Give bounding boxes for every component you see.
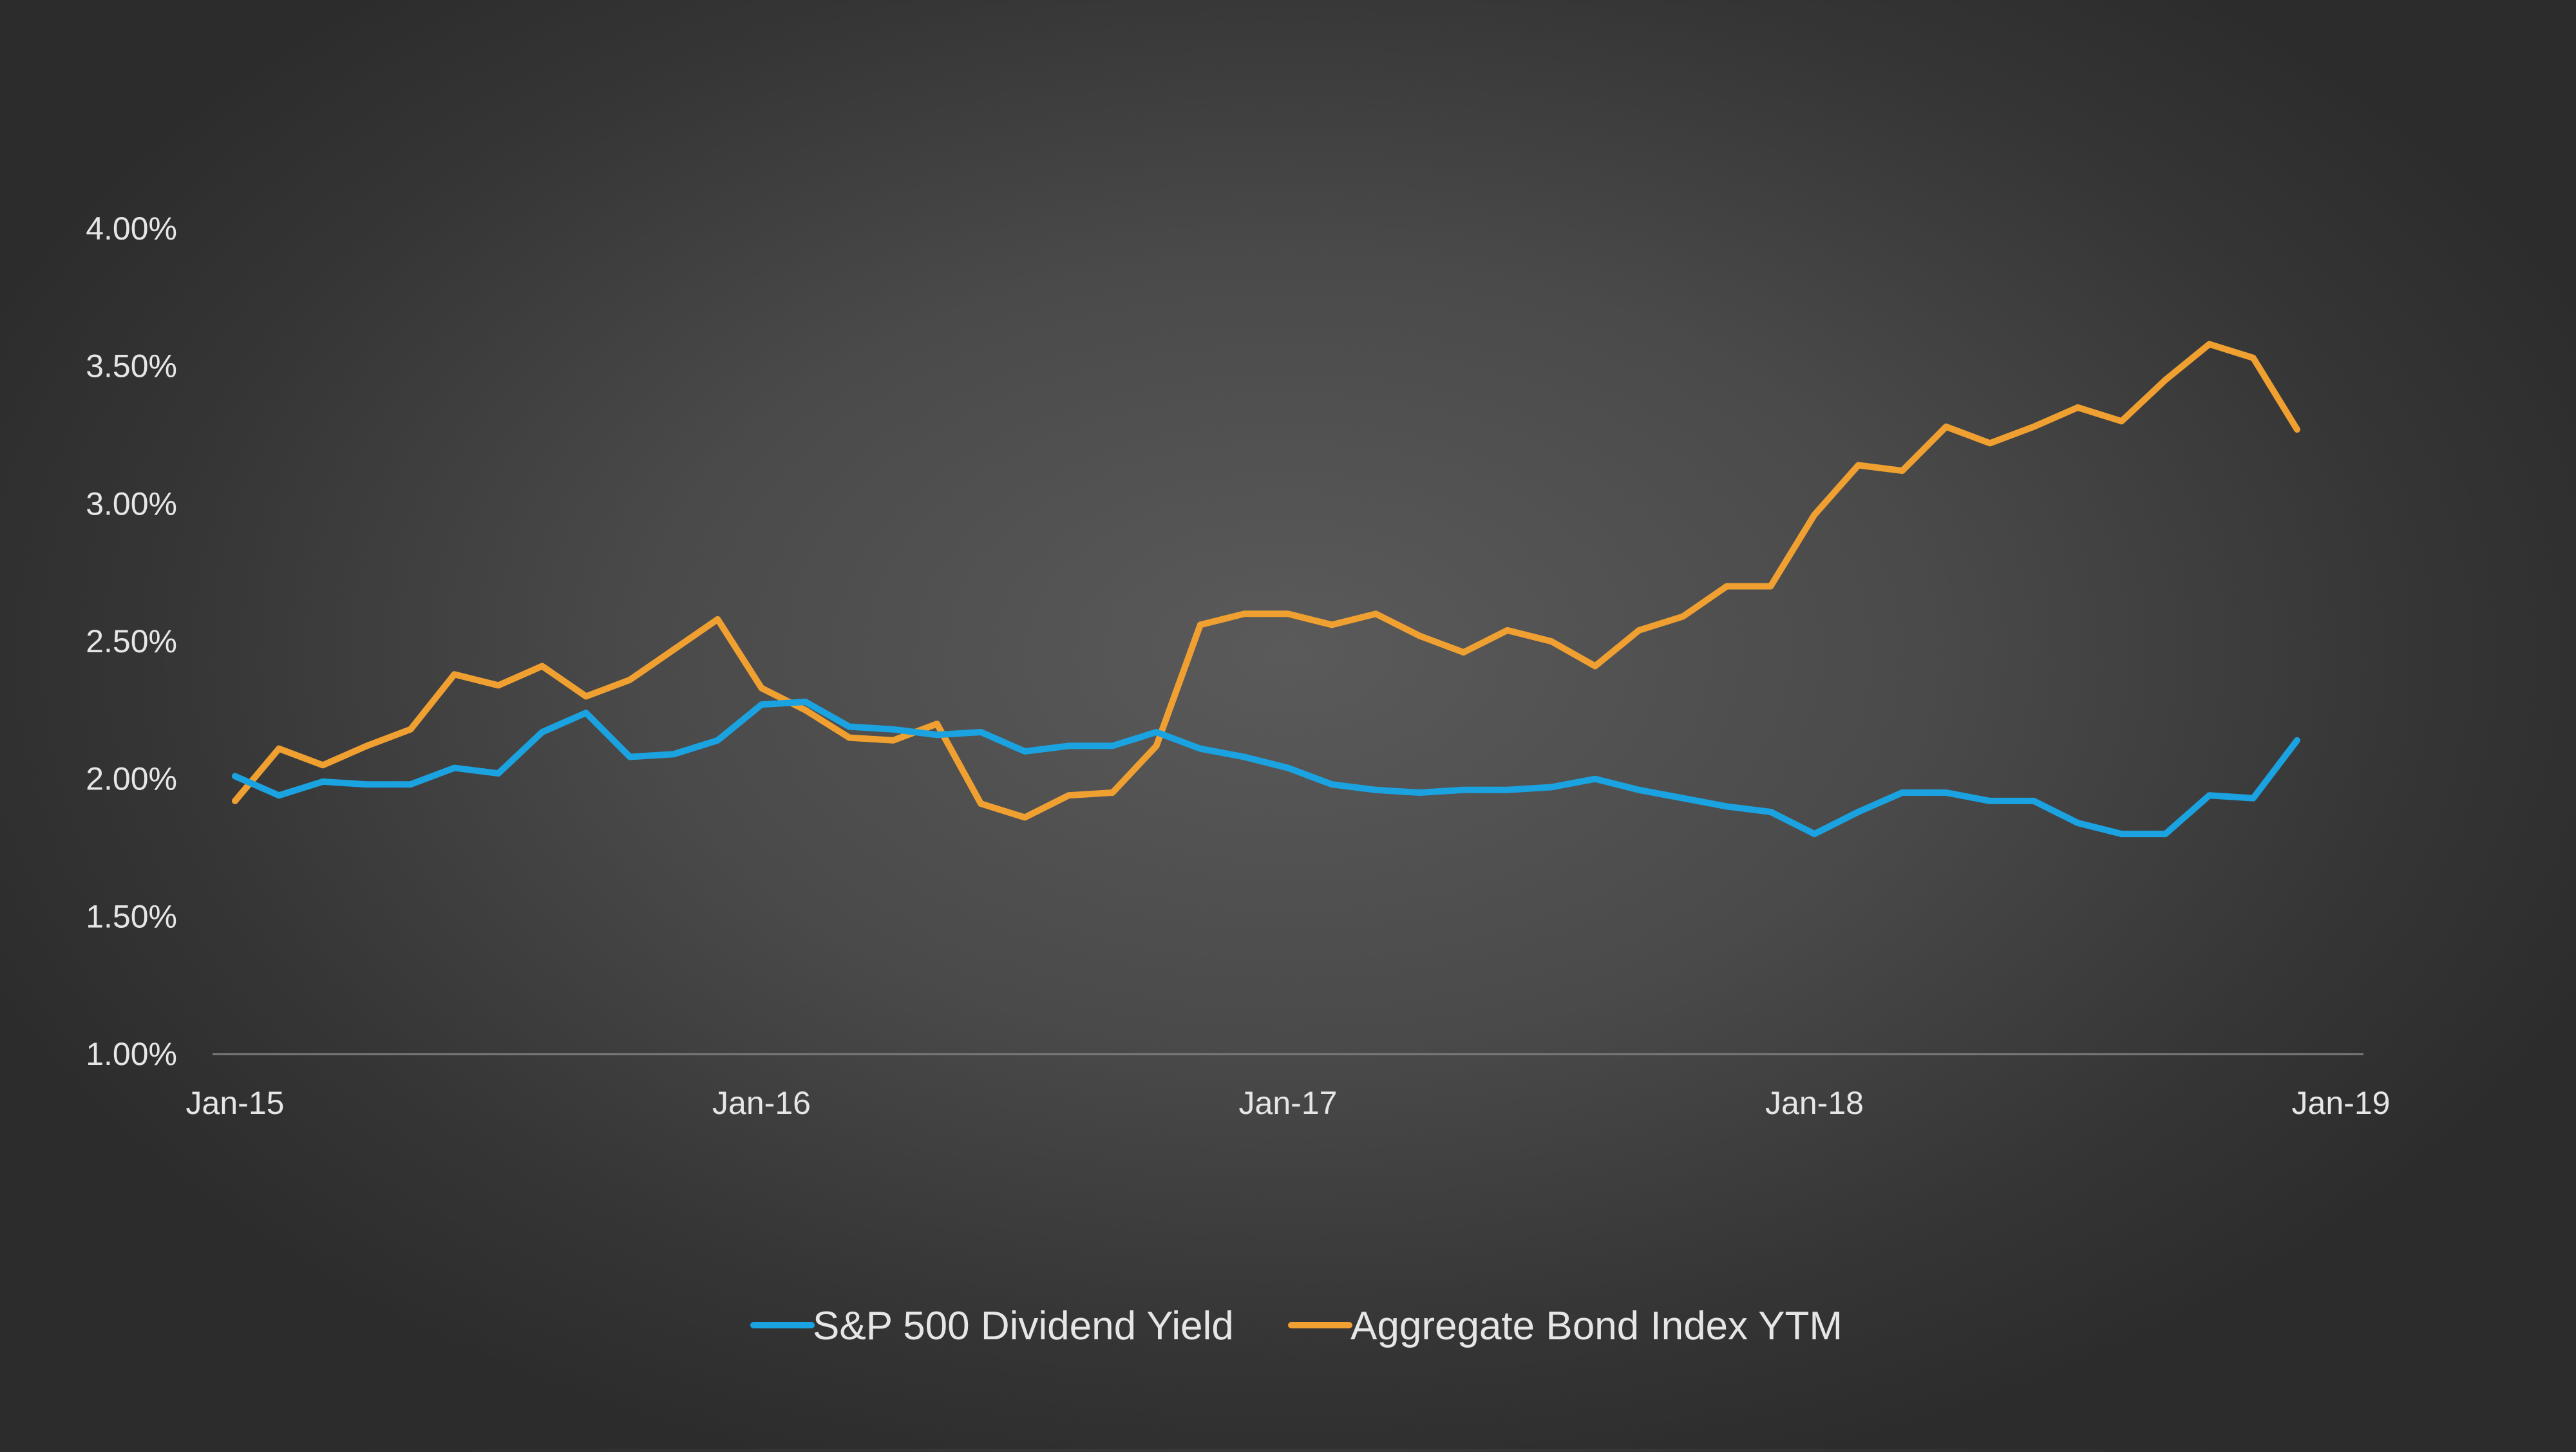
y-tick-label: 3.50% [86, 348, 177, 384]
y-tick-label: 1.00% [86, 1036, 177, 1072]
legend-label: Aggregate Bond Index YTM [1350, 1304, 1842, 1348]
y-tick-label: 2.50% [86, 623, 177, 659]
x-axis-ticks: Jan-15 Jan-16 Jan-17 Jan-18 Jan-19 [186, 1085, 2391, 1121]
series-line [232, 341, 2300, 821]
x-tick-label: Jan-19 [2292, 1085, 2391, 1121]
y-tick-label: 4.00% [86, 211, 177, 247]
x-tick-label: Jan-17 [1239, 1085, 1338, 1121]
x-tick-label: Jan-16 [712, 1085, 811, 1121]
legend-label: S&P 500 Dividend Yield [813, 1304, 1234, 1348]
series-line [232, 699, 2300, 838]
x-tick-label: Jan-15 [186, 1085, 285, 1121]
y-tick-label: 1.50% [86, 898, 177, 934]
y-tick-label: 2.00% [86, 761, 177, 797]
legend: S&P 500 Dividend Yield Aggregate Bond Ind… [750, 1304, 1842, 1348]
x-tick-label: Jan-18 [1765, 1085, 1864, 1121]
y-tick-label: 3.00% [86, 486, 177, 522]
series-lines [232, 341, 2300, 838]
y-axis-ticks: 1.00% 1.50% 2.00% 2.50% 3.00% 3.50% 4.00% [86, 211, 177, 1072]
